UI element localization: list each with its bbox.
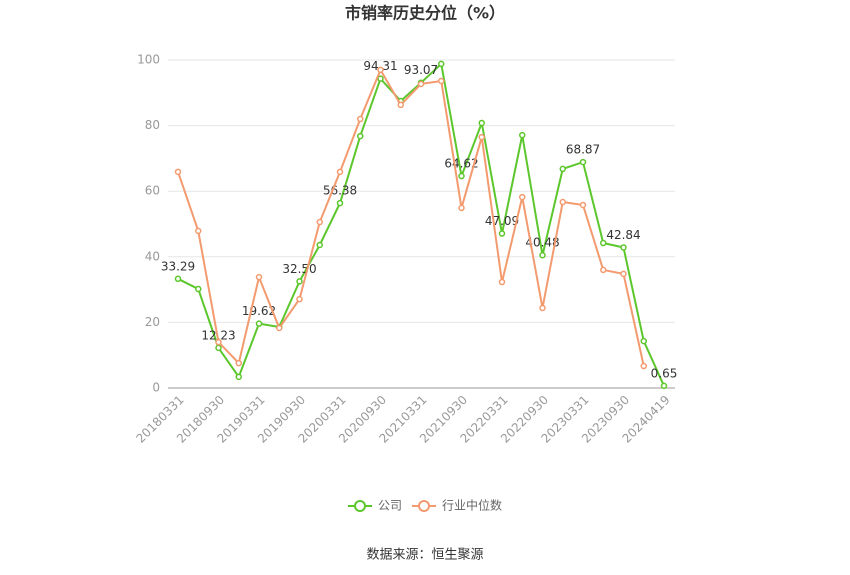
y-tick-label: 40 bbox=[145, 249, 160, 263]
legend-item: 公司 bbox=[348, 499, 402, 513]
data-point bbox=[357, 132, 364, 140]
data-label: 12.23 bbox=[201, 328, 235, 342]
data-point bbox=[579, 158, 587, 166]
data-point bbox=[660, 382, 668, 390]
data-point bbox=[255, 273, 263, 281]
series-line bbox=[177, 61, 665, 387]
data-point bbox=[478, 133, 485, 141]
data-label: 0.65 bbox=[651, 366, 678, 380]
data-label: 42.84 bbox=[606, 228, 640, 242]
data-point bbox=[215, 344, 222, 352]
data-point bbox=[296, 295, 303, 303]
data-point bbox=[539, 304, 546, 312]
legend-marker bbox=[354, 500, 366, 512]
data-point bbox=[215, 338, 222, 346]
data-point bbox=[600, 239, 607, 247]
data-point bbox=[620, 244, 627, 251]
data-point bbox=[276, 324, 283, 332]
data-point bbox=[336, 168, 344, 176]
data-point bbox=[235, 359, 242, 367]
data-point bbox=[458, 172, 465, 180]
data-point bbox=[316, 218, 323, 226]
data-point bbox=[417, 80, 425, 88]
data-point bbox=[296, 278, 303, 285]
data-label: 93.07 bbox=[404, 63, 438, 77]
legend-label: 行业中位数 bbox=[442, 498, 502, 513]
data-point bbox=[498, 278, 506, 286]
data-point bbox=[519, 193, 526, 201]
data-label: 33.29 bbox=[161, 259, 195, 273]
data-point bbox=[174, 168, 182, 176]
data-point bbox=[458, 204, 465, 212]
data-point bbox=[559, 165, 566, 173]
y-tick-label: 0 bbox=[152, 381, 160, 395]
data-point bbox=[316, 241, 323, 249]
data-point bbox=[377, 66, 384, 74]
data-point bbox=[640, 362, 647, 370]
data-point bbox=[559, 198, 566, 206]
data-point bbox=[498, 230, 506, 237]
data-point bbox=[620, 270, 627, 278]
data-point bbox=[600, 266, 607, 274]
data-point bbox=[235, 373, 242, 381]
y-tick-label: 80 bbox=[145, 118, 160, 132]
data-point bbox=[336, 199, 344, 207]
data-point bbox=[539, 251, 546, 259]
data-point bbox=[438, 77, 445, 85]
source-note: 数据来源：恒生聚源 bbox=[366, 548, 483, 563]
data-point bbox=[357, 115, 364, 123]
data-point bbox=[579, 201, 587, 209]
data-label: 40.48 bbox=[525, 236, 559, 250]
data-point bbox=[174, 275, 182, 283]
data-point bbox=[640, 337, 647, 345]
data-point bbox=[478, 119, 485, 127]
data-point bbox=[377, 75, 384, 82]
legend-marker bbox=[418, 500, 430, 512]
data-point bbox=[519, 131, 526, 139]
data-label: 32.50 bbox=[282, 262, 316, 276]
y-tick-label: 20 bbox=[145, 315, 160, 329]
data-point bbox=[195, 227, 202, 235]
data-label: 47.09 bbox=[485, 214, 519, 228]
legend-label: 公司 bbox=[378, 499, 402, 513]
y-tick-label: 100 bbox=[137, 53, 160, 67]
data-point bbox=[397, 101, 404, 109]
data-label: 94.31 bbox=[363, 59, 397, 73]
series-line bbox=[177, 67, 645, 367]
legend-item: 行业中位数 bbox=[412, 498, 502, 513]
data-point bbox=[195, 285, 202, 293]
y-tick-label: 60 bbox=[145, 184, 160, 198]
chart-title: 市销率历史分位（%） bbox=[345, 4, 505, 23]
data-point bbox=[255, 320, 263, 327]
data-point bbox=[438, 60, 445, 68]
data-label: 68.87 bbox=[566, 143, 600, 157]
data-label: 56.38 bbox=[323, 184, 357, 198]
